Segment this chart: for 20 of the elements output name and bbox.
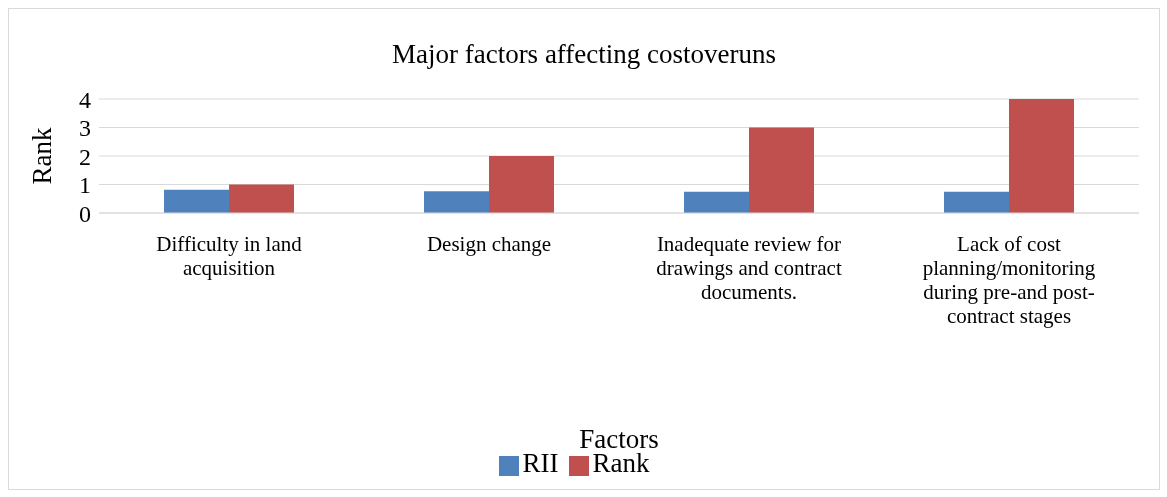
bar — [944, 191, 1009, 213]
legend-label: RII — [522, 448, 559, 478]
bar — [749, 127, 814, 213]
bar — [164, 189, 229, 213]
y-tick-label: 4 — [79, 86, 91, 113]
bar — [489, 156, 554, 213]
y-tick-label: 2 — [79, 143, 91, 170]
y-tick-label: 3 — [79, 115, 91, 142]
bar — [424, 191, 489, 213]
y-tick-label: 1 — [79, 172, 91, 199]
chart-title: Major factors affecting costoveruns — [390, 38, 778, 71]
bar — [684, 191, 749, 213]
y-tick-label: 0 — [79, 200, 91, 227]
x-tick-label: Inadequate review for drawings and contract documents. — [656, 232, 842, 304]
x-tick-label: Design change — [426, 232, 552, 256]
bar — [1009, 99, 1074, 213]
x-tick-label: Difficulty in land acquisition — [156, 232, 303, 280]
bar — [229, 184, 294, 213]
x-tick-label: Lack of cost planning/monitoring during pre-and post-contract stages — [922, 232, 1096, 328]
y-axis-title: Rank — [26, 127, 57, 185]
